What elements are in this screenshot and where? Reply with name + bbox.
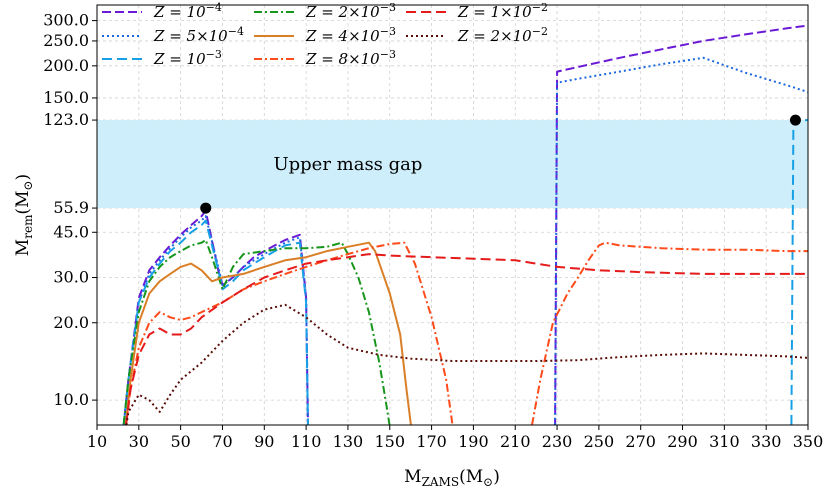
x-tick-label: 10 bbox=[87, 432, 107, 451]
y-axis-ticks: 10.0 20.0 30.0 45.0 55.9 123.0 150.0 200.0 250.0… bbox=[43, 11, 97, 409]
y-tick-label: 300.0 bbox=[43, 11, 89, 30]
series-line-4 bbox=[124, 241, 412, 425]
y-tick-label: 20.0 bbox=[53, 313, 89, 332]
legend-label-3: Z = 2×10−3 bbox=[305, 1, 396, 21]
x-tick-label: 190 bbox=[458, 432, 489, 451]
x-tick-label: 330 bbox=[751, 432, 782, 451]
series-line-6 bbox=[125, 253, 808, 425]
y-tick-label: 150.0 bbox=[43, 88, 89, 107]
upper-mass-gap-label: Upper mass gap bbox=[273, 154, 422, 175]
legend-label-6: Z = 1×10−2 bbox=[457, 1, 548, 21]
series-line-5 bbox=[125, 241, 808, 425]
y-tick-label: 45.0 bbox=[53, 222, 89, 241]
y-tick-label: 200.0 bbox=[43, 56, 89, 75]
y-tick-label: 123.0 bbox=[43, 110, 89, 129]
series-line-3 bbox=[122, 239, 391, 425]
marker-point-1 bbox=[789, 114, 801, 126]
series-line-0 bbox=[122, 24, 808, 425]
x-tick-label: 110 bbox=[291, 432, 322, 451]
x-tick-label: 230 bbox=[542, 432, 573, 451]
legend-label-2: Z = 10−3 bbox=[153, 48, 222, 68]
x-tick-label: 210 bbox=[500, 432, 531, 451]
x-tick-label: 350 bbox=[793, 432, 824, 451]
x-axis-ticks: 10 30 50 70 90 110 130 150 170 190 210 230 250 270 290… bbox=[87, 425, 823, 451]
x-axis-label: MZAMS(M⊙) bbox=[404, 467, 500, 489]
x-tick-label: 90 bbox=[254, 432, 274, 451]
x-tick-label: 170 bbox=[416, 432, 447, 451]
legend-label-5: Z = 8×10−3 bbox=[305, 48, 396, 68]
legend: Z = 10−4 Z = 5×10−4 Z = 10−3 Z = 2×10−3 Z = … bbox=[102, 1, 548, 68]
x-tick-label: 150 bbox=[374, 432, 405, 451]
x-tick-label: 130 bbox=[333, 432, 364, 451]
x-tick-label: 70 bbox=[212, 432, 232, 451]
upper-mass-gap-band bbox=[97, 120, 808, 209]
y-tick-label: 250.0 bbox=[43, 31, 89, 50]
x-tick-label: 290 bbox=[667, 432, 698, 451]
series-line-7 bbox=[125, 303, 808, 425]
plot-frame bbox=[96, 4, 809, 426]
y-tick-label: 55.9 bbox=[53, 198, 89, 217]
x-tick-label: 30 bbox=[129, 432, 149, 451]
legend-label-4: Z = 4×10−3 bbox=[305, 25, 396, 45]
legend-label-0: Z = 10−4 bbox=[153, 1, 222, 21]
x-tick-label: 310 bbox=[709, 432, 740, 451]
legend-label-7: Z = 2×10−2 bbox=[457, 25, 548, 45]
series-lines bbox=[122, 24, 808, 425]
marker-point-0 bbox=[200, 202, 212, 214]
x-tick-label: 250 bbox=[584, 432, 615, 451]
x-tick-label: 50 bbox=[170, 432, 190, 451]
y-tick-label: 30.0 bbox=[53, 268, 89, 287]
legend-label-1: Z = 5×10−4 bbox=[153, 25, 244, 45]
y-tick-label: 10.0 bbox=[53, 390, 89, 409]
y-axis-label: Mrem(M⊙) bbox=[13, 174, 35, 256]
x-tick-label: 270 bbox=[625, 432, 656, 451]
markers bbox=[200, 114, 801, 214]
series-line-1 bbox=[122, 56, 808, 425]
